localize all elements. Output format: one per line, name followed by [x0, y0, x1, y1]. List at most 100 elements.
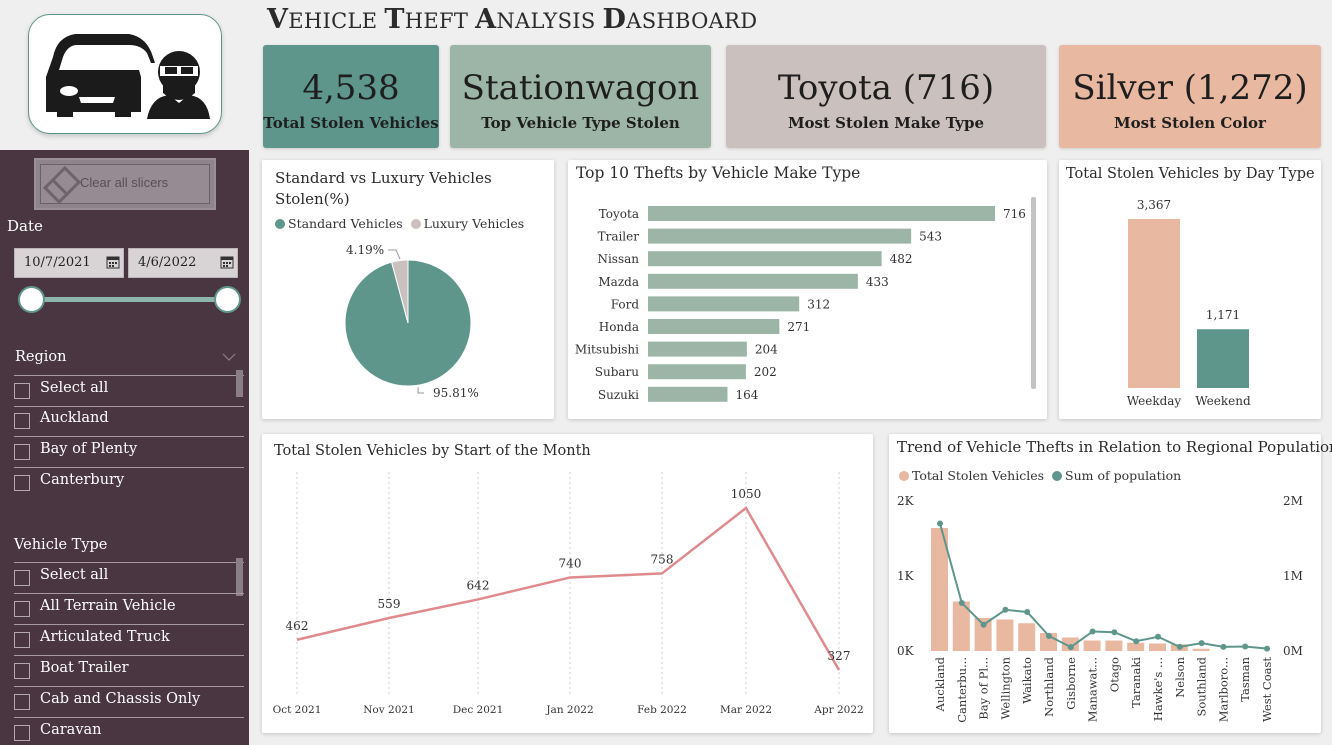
checkbox[interactable]	[14, 444, 30, 460]
x-tick-label: Canterbu...	[955, 657, 969, 723]
legend-item: Total Stolen Vehicles	[912, 468, 1045, 483]
data-label: 202	[754, 365, 777, 379]
checkbox[interactable]	[14, 694, 30, 710]
line-point	[1133, 638, 1140, 645]
category-label: Ford	[611, 297, 640, 311]
x-tick-label: Hawke's ...	[1151, 657, 1165, 721]
option-label: Bay of Plenty	[40, 441, 138, 457]
x-tick-label: Marlboro...	[1216, 657, 1230, 722]
kpi-most-stolen-color: Silver (1,272) Most Stolen Color	[1059, 45, 1321, 148]
bar	[1127, 642, 1145, 651]
line-point	[1155, 633, 1161, 640]
chart-title: Trend of Vehicle Thefts in Relation to R…	[897, 438, 1332, 456]
checkbox[interactable]	[14, 601, 30, 617]
vehicle-type-scrollbar[interactable]	[236, 558, 243, 596]
dashboard-title: VEHICLE THEFT ANALYSIS DASHBOARD	[267, 4, 758, 35]
kpi-total-stolen: 4,538 Total Stolen Vehicles	[263, 45, 439, 148]
y-tick-label-right: 2M	[1283, 494, 1303, 508]
checkbox[interactable]	[14, 475, 30, 491]
line-point	[1111, 629, 1118, 636]
x-tick-label: Manawat...	[1086, 657, 1100, 722]
vehicle-type-option[interactable]: All Terrain Vehicle	[14, 594, 244, 625]
category-label: Nissan	[597, 252, 639, 266]
y-tick-label-left: 0K	[897, 644, 915, 658]
category-label: Weekday	[1127, 394, 1182, 408]
bar	[648, 386, 728, 402]
data-label: 1,171	[1206, 308, 1240, 322]
checkbox[interactable]	[14, 663, 30, 679]
data-label: 312	[807, 297, 830, 311]
region-option[interactable]: Auckland	[14, 406, 244, 437]
option-label: Select all	[40, 567, 109, 583]
clear-all-slicers-button[interactable]: Clear all slicers	[34, 158, 216, 210]
x-tick-label: Nov 2021	[363, 704, 415, 716]
line-point	[1242, 643, 1249, 650]
population-combo-chart: 2K 1K 0K 2M 1M 0M Auckland Canterbu... Bay of Pl…	[897, 494, 1303, 723]
x-tick-label: Feb 2022	[637, 704, 687, 716]
bar	[648, 364, 746, 380]
chart-legend: Standard Vehicles Luxury Vehicles	[275, 216, 524, 231]
data-label: 204	[755, 343, 778, 357]
checkbox[interactable]	[14, 725, 30, 741]
line-point	[1176, 643, 1183, 650]
chevron-down-icon[interactable]	[222, 352, 236, 362]
date-start-input[interactable]: 10/7/2021	[14, 248, 124, 278]
checkbox[interactable]	[14, 413, 30, 429]
category-label: Mazda	[598, 275, 639, 289]
region-option[interactable]: Bay of Plenty	[14, 437, 244, 468]
line-series	[939, 523, 1268, 650]
kpi-value: 4,538	[302, 68, 400, 108]
vehicle-type-option[interactable]: Articulated Truck	[14, 625, 244, 656]
region-scrollbar[interactable]	[236, 370, 243, 397]
category-label: Subaru	[595, 365, 640, 379]
calendar-icon[interactable]	[220, 255, 234, 269]
date-start-value: 10/7/2021	[24, 255, 91, 270]
x-tick-label: Waikato	[1020, 657, 1034, 704]
region-slicer-header: Region	[15, 349, 67, 365]
checkbox[interactable]	[14, 383, 30, 399]
line-point	[937, 520, 943, 527]
line-point	[980, 621, 987, 628]
checkbox[interactable]	[14, 570, 30, 586]
vehicle-type-slicer-header: Vehicle Type	[14, 537, 108, 553]
data-label: 559	[378, 597, 401, 611]
bar	[1083, 640, 1101, 651]
option-label: Select all	[40, 380, 109, 396]
region-option[interactable]: Canterbury	[14, 468, 244, 499]
data-label: 482	[890, 252, 913, 266]
option-label: Canterbury	[40, 472, 125, 488]
chart-title: Standard vs Luxury Vehicles Stolen(%)	[275, 169, 492, 208]
kpi-value: Stationwagon	[461, 68, 700, 108]
category-label: Toyota	[599, 207, 639, 221]
region-option[interactable]: Select all	[14, 376, 244, 407]
data-label: 716	[1003, 207, 1026, 221]
vehicle-type-option[interactable]: Boat Trailer	[14, 656, 244, 687]
bar	[1105, 640, 1123, 651]
date-slider-end-handle[interactable]	[214, 286, 241, 313]
category-label: Suzuki	[598, 388, 639, 402]
kpi-most-stolen-make: Toyota (716) Most Stolen Make Type	[726, 45, 1046, 148]
date-end-input[interactable]: 4/6/2022	[128, 248, 238, 278]
pie-chart-card: Standard vs Luxury Vehicles Stolen(%) St…	[262, 160, 554, 419]
vehicle-type-option[interactable]: Cab and Chassis Only	[14, 687, 244, 718]
data-label: 433	[866, 275, 889, 289]
kpi-value: Toyota (716)	[777, 68, 995, 108]
kpi-label: Total Stolen Vehicles	[263, 114, 439, 132]
checkbox[interactable]	[14, 632, 30, 648]
x-tick-label: Otago	[1107, 657, 1121, 692]
date-range-slider[interactable]	[31, 297, 227, 302]
population-combo-chart-card: Trend of Vehicle Thefts in Relation to R…	[889, 434, 1332, 733]
date-slider-start-handle[interactable]	[18, 286, 45, 313]
vehicle-type-option[interactable]: Select all	[14, 563, 244, 594]
y-tick-label-right: 1M	[1283, 569, 1303, 583]
option-label: Cab and Chassis Only	[40, 691, 201, 707]
vehicle-type-option[interactable]: Caravan	[14, 718, 244, 745]
bar	[974, 618, 992, 651]
x-tick-label: Northland	[1042, 656, 1056, 716]
calendar-icon[interactable]	[106, 255, 120, 269]
y-tick-label-left: 1K	[897, 569, 915, 583]
option-label: Boat Trailer	[40, 660, 129, 676]
chart-scrollbar[interactable]	[1031, 197, 1036, 389]
bar	[648, 206, 995, 221]
option-label: Auckland	[40, 410, 109, 426]
